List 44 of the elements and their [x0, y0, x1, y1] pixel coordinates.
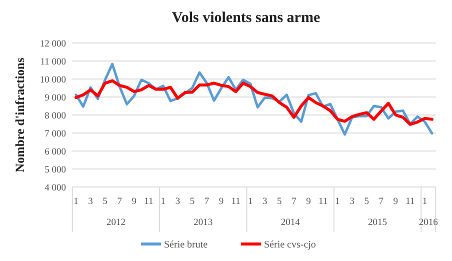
legend-label: Série cvs-cjo [264, 240, 316, 250]
x-tick-label: 3 [262, 197, 268, 207]
y-axis-title: Nombre d'infractions [13, 58, 27, 172]
y-tick-label: 9 000 [44, 94, 66, 104]
x-tick-label: 5 [102, 197, 108, 207]
y-tick-label: 8 000 [44, 112, 66, 122]
x-tick-label: 7 [204, 197, 210, 207]
x-tick-label: 9 [393, 197, 398, 207]
y-tick-label: 12 000 [40, 40, 66, 50]
x-tick-label: 1 [335, 197, 340, 207]
y-tick-label: 6 000 [44, 148, 66, 158]
x-tick-label: 3 [88, 197, 94, 207]
x-tick-label: 9 [218, 197, 224, 207]
x-tick-label: 7 [378, 197, 384, 207]
legend-label: Série brute [164, 240, 208, 250]
text: 2013 [194, 218, 213, 228]
line-series [74, 79, 434, 126]
x-tick-label: 1 [248, 197, 253, 207]
text: 2016 [418, 218, 438, 228]
x-tick-label: 11 [406, 197, 416, 207]
y-tick-label: 10 000 [40, 76, 66, 86]
x-tick-label: 11 [231, 197, 241, 207]
x-tick-label: 9 [306, 197, 312, 207]
text: 2014 [280, 218, 300, 228]
y-tick-label: 5 000 [44, 166, 66, 176]
y-tick-label: 7 000 [44, 130, 66, 140]
x-tick-label: 3 [175, 197, 180, 207]
x-tick-label: 11 [144, 197, 154, 207]
y-tick-label: 11 000 [40, 58, 66, 68]
x-tick-label: 7 [117, 197, 122, 207]
x-tick-label: 11 [318, 197, 328, 207]
x-tick-label: 1 [160, 197, 166, 207]
x-tick-label: 3 [350, 197, 355, 207]
text: 2012 [106, 218, 126, 228]
x-tick-label: 1 [422, 197, 428, 207]
x-tick-label: 5 [277, 197, 282, 207]
y-tick-label: 4 000 [44, 184, 66, 194]
x-tick-label: 5 [364, 197, 370, 207]
x-tick-label: 1 [74, 197, 79, 207]
text: 2015 [368, 218, 388, 228]
x-tick-label: 5 [190, 197, 195, 207]
x-tick-label: 7 [292, 197, 297, 207]
x-tick-label: 9 [132, 197, 137, 207]
chart-title: Vols violents sans arme [172, 10, 320, 26]
